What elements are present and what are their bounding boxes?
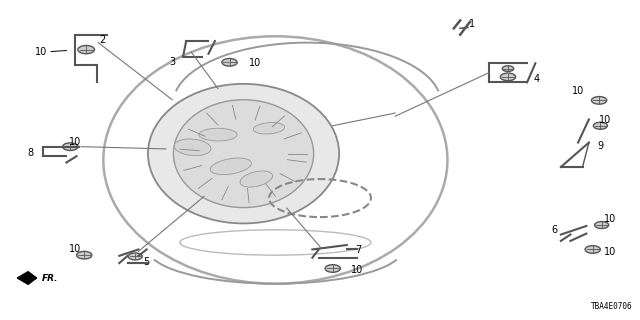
Text: FR.: FR. <box>42 274 58 283</box>
Circle shape <box>222 59 237 66</box>
Text: 10: 10 <box>599 115 612 125</box>
Circle shape <box>500 73 516 81</box>
Text: 10: 10 <box>572 86 584 96</box>
Text: 10: 10 <box>604 214 616 224</box>
Ellipse shape <box>210 158 252 175</box>
Circle shape <box>585 246 600 253</box>
Polygon shape <box>17 272 36 278</box>
Text: 3: 3 <box>169 57 175 67</box>
Text: TBA4E0706: TBA4E0706 <box>591 302 632 311</box>
Text: 9: 9 <box>597 141 604 151</box>
Ellipse shape <box>174 139 211 156</box>
Circle shape <box>591 97 607 104</box>
Text: 1: 1 <box>468 19 475 29</box>
Circle shape <box>325 265 340 272</box>
Circle shape <box>593 122 607 129</box>
Text: 10: 10 <box>604 247 616 257</box>
Ellipse shape <box>253 123 285 134</box>
Text: 8: 8 <box>27 148 33 158</box>
Circle shape <box>128 253 142 260</box>
Text: 10: 10 <box>35 46 47 57</box>
Text: 4: 4 <box>534 74 540 84</box>
Text: 7: 7 <box>355 245 362 255</box>
Ellipse shape <box>173 100 314 208</box>
Polygon shape <box>17 278 36 284</box>
Ellipse shape <box>148 84 339 223</box>
Text: 10: 10 <box>68 137 81 147</box>
Text: 2: 2 <box>99 35 105 45</box>
Text: 10: 10 <box>68 244 81 254</box>
Text: 5: 5 <box>143 257 150 267</box>
Text: 6: 6 <box>552 225 557 236</box>
Circle shape <box>63 143 78 150</box>
Ellipse shape <box>199 128 237 141</box>
Ellipse shape <box>240 171 273 187</box>
Circle shape <box>77 252 92 259</box>
Text: 10: 10 <box>248 58 261 68</box>
Text: 10: 10 <box>351 265 363 276</box>
Circle shape <box>78 45 95 54</box>
Circle shape <box>595 221 609 228</box>
Circle shape <box>502 66 514 71</box>
